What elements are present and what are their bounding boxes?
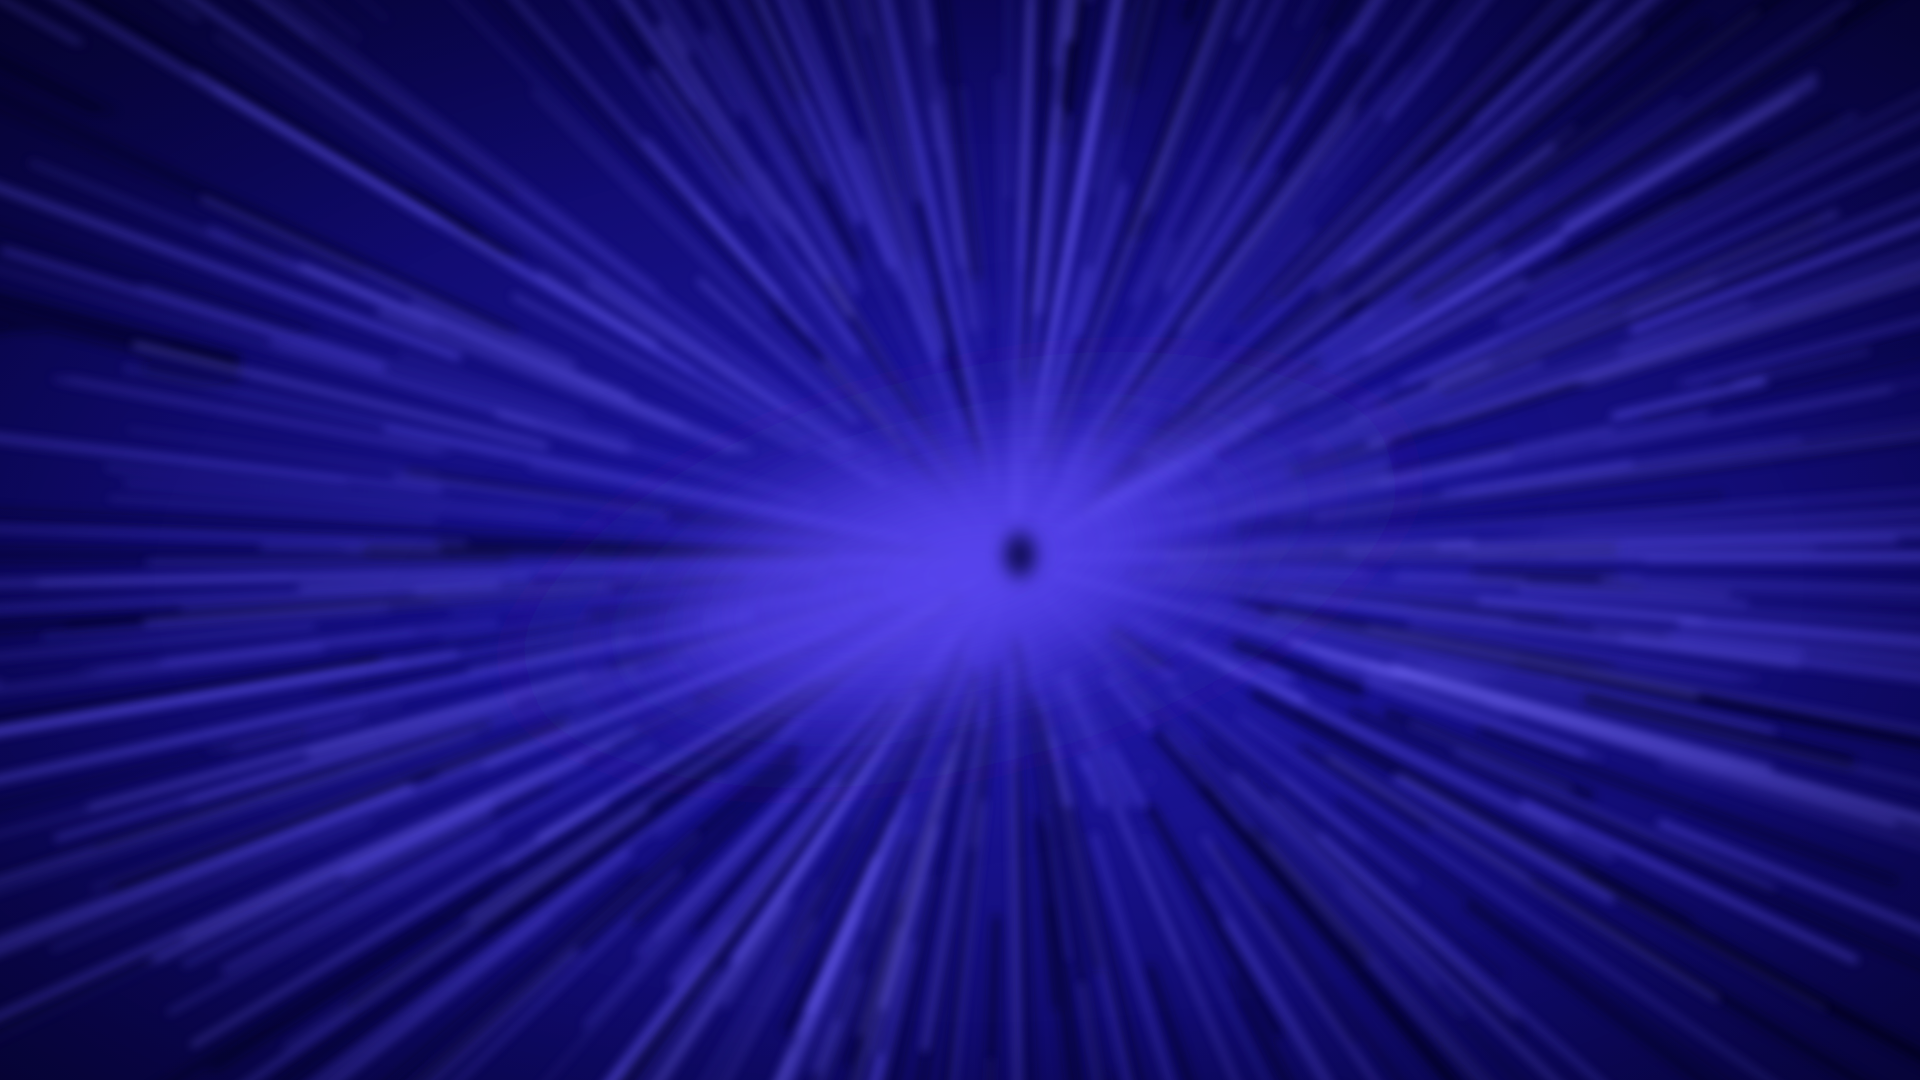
light-streak bbox=[1646, 561, 1920, 562]
dark-streak bbox=[1725, 565, 1920, 568]
light-streak bbox=[1008, 0, 1010, 197]
light-streak bbox=[1013, 1021, 1015, 1080]
center-dark-spot bbox=[998, 525, 1042, 585]
